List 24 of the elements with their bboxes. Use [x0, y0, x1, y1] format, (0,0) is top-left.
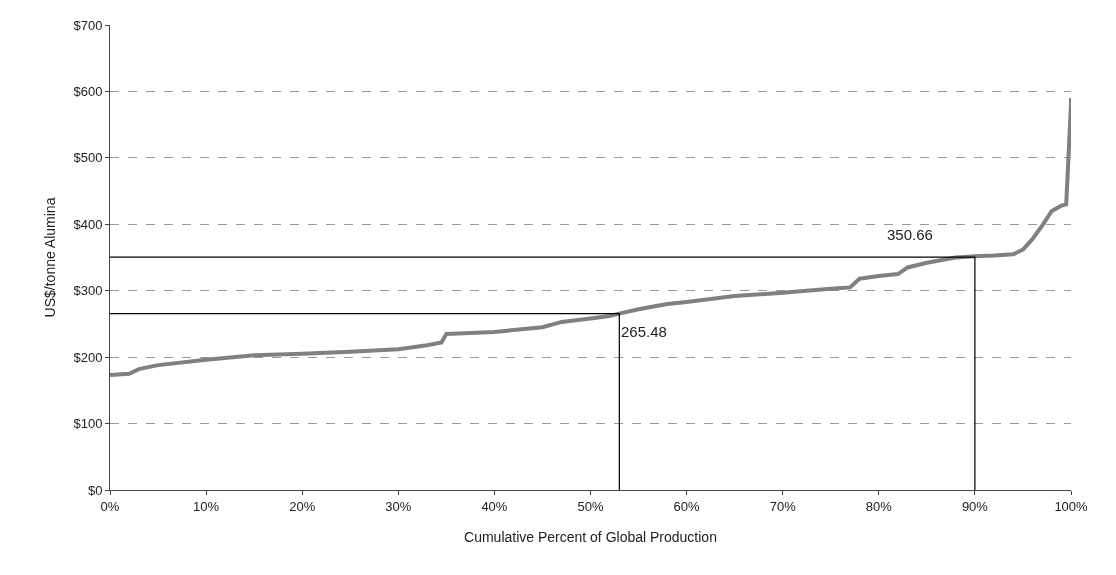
y-tick-label: $600	[73, 83, 103, 99]
y-axis-title: US$/tonne Alumina	[42, 197, 59, 318]
y-tick-label: $500	[73, 150, 103, 166]
x-tick-label: 10%	[193, 498, 220, 514]
x-tick-label: 60%	[673, 498, 701, 514]
x-tick-label: 50%	[577, 498, 604, 514]
x-tick-label: 70%	[769, 498, 797, 514]
y-tick-label: $100	[73, 416, 103, 432]
x-tick-label: 80%	[865, 498, 893, 514]
x-axis-title: Cumulative Percent of Global Production	[464, 529, 717, 545]
x-tick-label: 100%	[1054, 498, 1089, 514]
y-tick-label: $0	[87, 482, 103, 498]
x-tick-label: 0%	[100, 498, 120, 514]
y-tick-label: $400	[73, 216, 103, 232]
x-tick-label: 90%	[961, 498, 989, 514]
line-series	[110, 96, 1071, 378]
x-tick-label: 30%	[385, 498, 412, 514]
y-tick-label: $200	[73, 349, 103, 365]
annotation: 350.66	[887, 226, 933, 243]
y-tick-label: $700	[73, 17, 103, 33]
y-tick-label: $300	[73, 283, 103, 299]
x-tick-label: 20%	[289, 498, 316, 514]
annotation: 265.48	[621, 323, 667, 340]
x-tick-label: 40%	[481, 498, 508, 514]
